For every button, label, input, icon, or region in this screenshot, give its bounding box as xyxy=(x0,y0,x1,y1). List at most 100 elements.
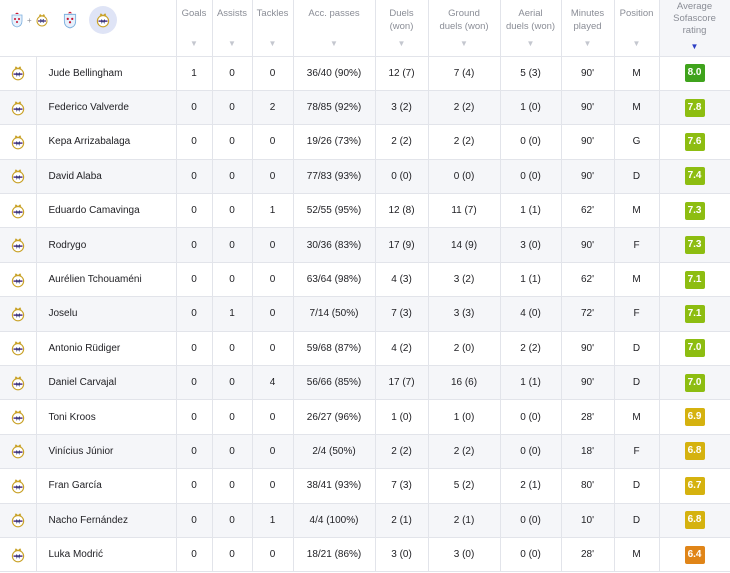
column-header-assists[interactable]: Assists ▼ xyxy=(212,0,253,57)
position-cell: M xyxy=(614,90,660,126)
column-header-rating[interactable]: Average Sofascore rating ▼ xyxy=(659,0,730,57)
celta-crest-icon xyxy=(63,11,76,29)
player-name[interactable]: Toni Kroos xyxy=(36,399,177,435)
aerial-duels-cell: 0 (0) xyxy=(500,159,562,195)
player-name[interactable]: Luka Modrić xyxy=(36,537,177,573)
goals-cell: 0 xyxy=(176,399,213,435)
sort-arrow-icon: ▼ xyxy=(583,38,592,48)
column-header-aerial-duels[interactable]: Aerial duels (won) ▼ xyxy=(500,0,562,57)
column-header-goals[interactable]: Goals ▼ xyxy=(176,0,213,57)
assists-cell: 0 xyxy=(212,434,253,470)
svg-text:M: M xyxy=(15,313,20,319)
table-row[interactable]: M Kepa Arrizabalaga 0 0 0 19/26 (73%) 2 … xyxy=(0,124,730,160)
combined-teams-tab[interactable]: + M xyxy=(10,7,49,33)
minutes-cell: 62' xyxy=(561,193,615,229)
player-name[interactable]: Federico Valverde xyxy=(36,90,177,126)
column-header-minutes[interactable]: Minutes played ▼ xyxy=(561,0,615,57)
sort-arrow-icon: ▼ xyxy=(330,38,338,48)
real-madrid-crest-icon: M xyxy=(11,444,24,459)
table-row[interactable]: M Federico Valverde 0 0 2 78/85 (92%) 3 … xyxy=(0,90,730,126)
column-header-ground-duels[interactable]: Ground duels (won) ▼ xyxy=(428,0,501,57)
ground-duels-cell: 14 (9) xyxy=(428,227,501,263)
table-row[interactable]: M Jude Bellingham 1 0 0 36/40 (90%) 12 (… xyxy=(0,56,730,91)
duels-cell: 3 (0) xyxy=(375,537,429,573)
ground-duels-cell: 0 (0) xyxy=(428,159,501,195)
rating-cell: 6.8 xyxy=(659,434,730,470)
table-row[interactable]: M Toni Kroos 0 0 0 26/27 (96%) 1 (0) 1 (… xyxy=(0,399,730,435)
svg-text:M: M xyxy=(15,348,20,354)
table-row[interactable]: M David Alaba 0 0 0 77/83 (93%) 0 (0) 0 … xyxy=(0,159,730,195)
minutes-cell: 90' xyxy=(561,124,615,160)
column-header-tackles[interactable]: Tackles ▼ xyxy=(252,0,294,57)
goals-cell: 0 xyxy=(176,434,213,470)
column-header-position[interactable]: Position ▼ xyxy=(614,0,660,57)
svg-text:M: M xyxy=(15,210,20,216)
assists-cell: 0 xyxy=(212,193,253,229)
aerial-duels-cell: 3 (0) xyxy=(500,227,562,263)
real-madrid-crest-icon: M xyxy=(11,66,24,81)
plus-label: + xyxy=(27,15,32,25)
team-logo-cell: M xyxy=(0,262,37,298)
team-logo-cell: M xyxy=(0,503,37,538)
acc-passes-cell: 56/66 (85%) xyxy=(293,365,376,401)
player-name[interactable]: Antonio Rüdiger xyxy=(36,331,177,367)
player-name[interactable]: Joselu xyxy=(36,296,177,332)
player-name[interactable]: Kepa Arrizabalaga xyxy=(36,124,177,160)
table-row[interactable]: M Daniel Carvajal 0 0 4 56/66 (85%) 17 (… xyxy=(0,365,730,401)
column-label: Aerial duels (won) xyxy=(505,8,556,32)
real-madrid-tab[interactable]: M xyxy=(88,6,117,34)
acc-passes-cell: 4/4 (100%) xyxy=(293,503,376,538)
sort-arrow-icon: ▼ xyxy=(228,38,236,48)
column-header-acc-passes[interactable]: Acc. passes ▼ xyxy=(293,0,376,57)
real-madrid-crest-icon: M xyxy=(11,479,24,494)
player-name[interactable]: Fran García xyxy=(36,468,177,504)
table-row[interactable]: M Nacho Fernández 0 0 1 4/4 (100%) 2 (1)… xyxy=(0,503,730,538)
aerial-duels-cell: 1 (1) xyxy=(500,262,562,298)
rating-cell: 7.1 xyxy=(659,262,730,298)
table-row[interactable]: M Vinícius Júnior 0 0 0 2/4 (50%) 2 (2) … xyxy=(0,434,730,470)
player-name[interactable]: David Alaba xyxy=(36,159,177,195)
minutes-cell: 90' xyxy=(561,331,615,367)
player-name[interactable]: Jude Bellingham xyxy=(36,56,177,91)
svg-text:M: M xyxy=(15,176,20,182)
rating-cell: 7.3 xyxy=(659,193,730,229)
table-row[interactable]: M Rodrygo 0 0 0 30/36 (83%) 17 (9) 14 (9… xyxy=(0,227,730,263)
duels-cell: 17 (7) xyxy=(375,365,429,401)
player-name[interactable]: Daniel Carvajal xyxy=(36,365,177,401)
player-name[interactable]: Nacho Fernández xyxy=(36,503,177,538)
player-name[interactable]: Vinícius Júnior xyxy=(36,434,177,470)
acc-passes-cell: 7/14 (50%) xyxy=(293,296,376,332)
celta-tab[interactable] xyxy=(62,7,78,33)
duels-cell: 2 (2) xyxy=(375,124,429,160)
column-label: Average Sofascore rating xyxy=(673,1,716,36)
sort-arrow-icon: ▼ xyxy=(268,38,277,48)
player-name[interactable]: Aurélien Tchouaméni xyxy=(36,262,177,298)
goals-cell: 0 xyxy=(176,90,213,126)
table-row[interactable]: M Eduardo Camavinga 0 0 1 52/55 (95%) 12… xyxy=(0,193,730,229)
player-name[interactable]: Eduardo Camavinga xyxy=(36,193,177,229)
duels-cell: 12 (8) xyxy=(375,193,429,229)
acc-passes-cell: 78/85 (92%) xyxy=(293,90,376,126)
aerial-duels-cell: 2 (2) xyxy=(500,331,562,367)
duels-cell: 2 (1) xyxy=(375,503,429,538)
ground-duels-cell: 1 (0) xyxy=(428,399,501,435)
table-row[interactable]: M Antonio Rüdiger 0 0 0 59/68 (87%) 4 (2… xyxy=(0,331,730,367)
player-name[interactable]: Rodrygo xyxy=(36,227,177,263)
rating-cell: 7.1 xyxy=(659,296,730,332)
tackles-cell: 1 xyxy=(252,193,294,229)
tackles-cell: 0 xyxy=(252,124,294,160)
goals-cell: 0 xyxy=(176,537,213,573)
tackles-cell: 0 xyxy=(252,262,294,298)
table-row[interactable]: M Fran García 0 0 0 38/41 (93%) 7 (3) 5 … xyxy=(0,468,730,504)
table-row[interactable]: M Joselu 0 1 0 7/14 (50%) 7 (3) 3 (3) 4 … xyxy=(0,296,730,332)
position-cell: F xyxy=(614,434,660,470)
ground-duels-cell: 5 (2) xyxy=(428,468,501,504)
aerial-duels-cell: 5 (3) xyxy=(500,56,562,91)
acc-passes-cell: 77/83 (93%) xyxy=(293,159,376,195)
table-row[interactable]: M Aurélien Tchouaméni 0 0 0 63/64 (98%) … xyxy=(0,262,730,298)
ground-duels-cell: 2 (1) xyxy=(428,503,501,538)
team-logo-cell: M xyxy=(0,296,37,332)
column-header-duels[interactable]: Duels (won) ▼ xyxy=(375,0,429,57)
table-row[interactable]: M Luka Modrić 0 0 0 18/21 (86%) 3 (0) 3 … xyxy=(0,537,730,573)
team-logo-cell: M xyxy=(0,193,37,229)
